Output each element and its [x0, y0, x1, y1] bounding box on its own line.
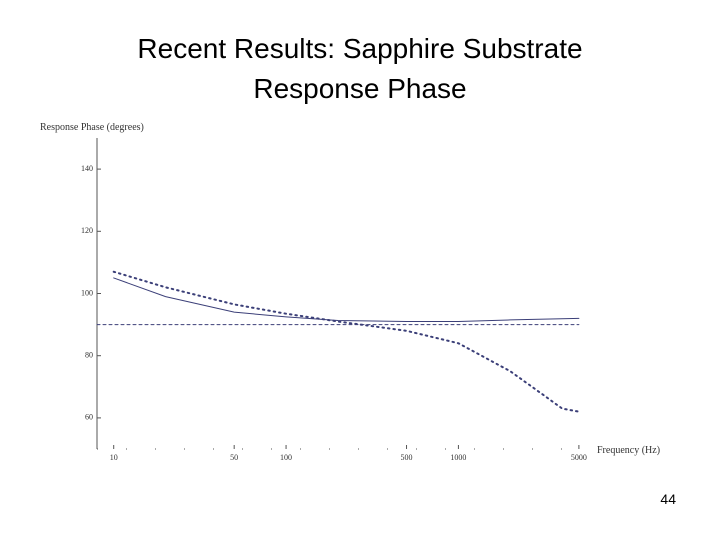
series-line: [112, 270, 580, 413]
y-tick-label: 140: [81, 164, 93, 173]
page-number: 44: [660, 491, 676, 507]
y-axis-label: Response Phase (degrees): [40, 122, 144, 133]
slide-title: Recent Results: Sapphire Substrate: [137, 33, 582, 64]
x-tick-label: 10: [110, 453, 118, 462]
x-tick-label: 50: [230, 453, 238, 462]
slide-title: Response Phase: [253, 73, 466, 104]
x-tick-label: 500: [401, 453, 413, 462]
series-line: [113, 277, 580, 322]
y-tick-label: 100: [81, 288, 93, 297]
x-tick-label: 100: [280, 453, 292, 462]
x-tick-label: 5000: [571, 453, 587, 462]
x-tick-label: 1000: [450, 453, 466, 462]
y-tick-label: 60: [85, 413, 93, 422]
y-tick-label: 120: [81, 226, 93, 235]
y-tick-label: 80: [85, 351, 93, 360]
x-axis-label: Frequency (Hz): [597, 445, 660, 456]
